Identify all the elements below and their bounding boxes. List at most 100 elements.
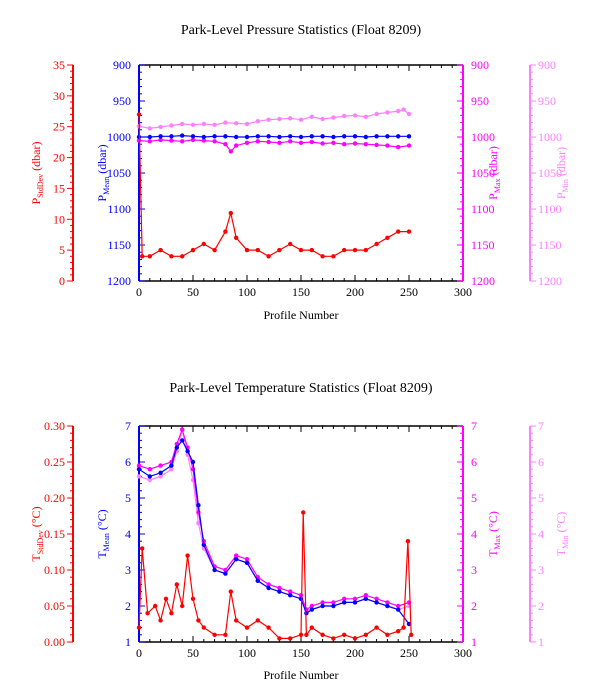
max-series [136, 137, 412, 154]
x-tick-label: 0 [136, 646, 142, 660]
x-axis-label: Profile Number [264, 668, 339, 682]
max-data-point [234, 553, 239, 558]
chart-title: Park-Level Temperature Statistics (Float… [169, 381, 432, 396]
max-data-point [266, 582, 271, 587]
min-data-point [196, 521, 201, 526]
stddev-data-point [234, 235, 239, 240]
max-data-point [244, 557, 250, 562]
stddev-data-point [288, 636, 293, 641]
mean-data-point [201, 134, 206, 140]
stddev-data-point [153, 603, 158, 609]
stddev-data-point [266, 625, 271, 630]
mean-data-point [185, 449, 190, 454]
max-series-line [138, 427, 410, 611]
stddev-data-point [223, 229, 228, 234]
mean-data-point [266, 134, 271, 139]
max-y-tick-label: 5 [471, 491, 477, 505]
mean-data-point [288, 134, 293, 139]
stddev-data-point [309, 247, 314, 253]
stddev-data-point [140, 546, 145, 551]
min-data-point [223, 120, 228, 125]
stddev-data-point [255, 247, 260, 253]
max-data-point [244, 140, 250, 145]
mean-data-point [298, 596, 304, 601]
stddev-series [136, 112, 412, 259]
mean-data-point [196, 503, 201, 508]
mean-data-point [255, 134, 260, 139]
min-data-point [255, 119, 260, 124]
mean-data-point [244, 560, 250, 565]
stddev-data-point [342, 247, 347, 253]
x-tick-label: 150 [292, 646, 310, 660]
max-y-tick-label: 4 [471, 527, 477, 541]
stddev-data-point [190, 247, 196, 253]
min-y-tick-label: 5 [538, 491, 544, 505]
stddev-data-point [342, 632, 347, 637]
stddev-data-point [223, 632, 228, 637]
max-data-point [158, 463, 163, 468]
max-data-point [396, 603, 401, 609]
stddev-data-point [320, 254, 325, 259]
chart-title: Park-Level Pressure Statistics (Float 82… [181, 23, 422, 38]
max-data-point [363, 142, 368, 147]
min-y-tick-label: 1200 [538, 274, 562, 288]
mean-data-point [266, 585, 271, 591]
stddev-y-tick-label: 10 [53, 212, 65, 226]
x-axis-label: Profile Number [264, 308, 339, 322]
mean-y-tick-label: 5 [125, 491, 131, 505]
stddev-data-point [298, 632, 304, 637]
min-y-tick-label: 1050 [538, 166, 562, 180]
mean-data-point [320, 134, 325, 139]
max-data-point [277, 585, 282, 591]
stddev-y-axis-label: TStdDev (°C) [29, 506, 45, 561]
mean-data-point [174, 445, 179, 450]
min-data-point [201, 121, 206, 127]
min-data-point [374, 111, 379, 117]
mean-data-point [309, 607, 314, 612]
stddev-data-point [301, 510, 306, 515]
x-tick-label: 100 [238, 646, 256, 660]
stddev-data-point [320, 632, 325, 637]
mean-data-point [234, 557, 239, 562]
mean-data-point [147, 474, 152, 479]
mean-data-point [147, 134, 152, 140]
max-data-point [201, 138, 206, 143]
stddev-data-point [298, 247, 304, 253]
mean-y-tick-label: 2 [125, 599, 131, 613]
stddev-data-point [304, 632, 309, 637]
min-y-tick-label: 6 [538, 455, 544, 469]
min-data-point [158, 474, 163, 479]
chart-temperature: Park-Level Temperature Statistics (Float… [29, 381, 570, 682]
max-y-tick-label: 1100 [471, 202, 495, 216]
mean-data-point [331, 603, 336, 609]
stddev-data-point [352, 247, 358, 253]
stddev-data-point [169, 611, 174, 616]
min-data-point [309, 114, 314, 120]
max-y-tick-label: 1150 [471, 238, 495, 252]
stddev-y-tick-label: 0 [59, 274, 65, 288]
max-data-point [331, 140, 336, 145]
max-data-point [277, 140, 282, 145]
mean-data-point [309, 134, 314, 139]
mean-data-point [169, 134, 174, 139]
mean-y-tick-label: 4 [125, 527, 131, 541]
max-data-point [309, 139, 314, 145]
max-data-point [288, 589, 293, 594]
stddev-y-tick-label: 0.30 [44, 419, 65, 433]
mean-data-point [320, 603, 325, 609]
max-data-point [374, 142, 379, 148]
mean-y-tick-label: 1200 [107, 274, 131, 288]
max-y-axis-label: TMax (°C) [486, 511, 502, 557]
mean-data-point [212, 134, 217, 139]
stddev-data-point [288, 241, 293, 247]
max-y-tick-label: 1000 [471, 130, 495, 144]
stddev-data-point [180, 254, 185, 259]
max-data-point [396, 144, 401, 150]
mean-data-point [331, 134, 336, 140]
mean-series [136, 133, 412, 140]
stddev-data-point [255, 618, 260, 623]
min-data-point [298, 117, 304, 122]
x-tick-label: 250 [400, 646, 418, 660]
x-tick-label: 250 [400, 285, 418, 299]
mean-data-point [212, 567, 217, 573]
